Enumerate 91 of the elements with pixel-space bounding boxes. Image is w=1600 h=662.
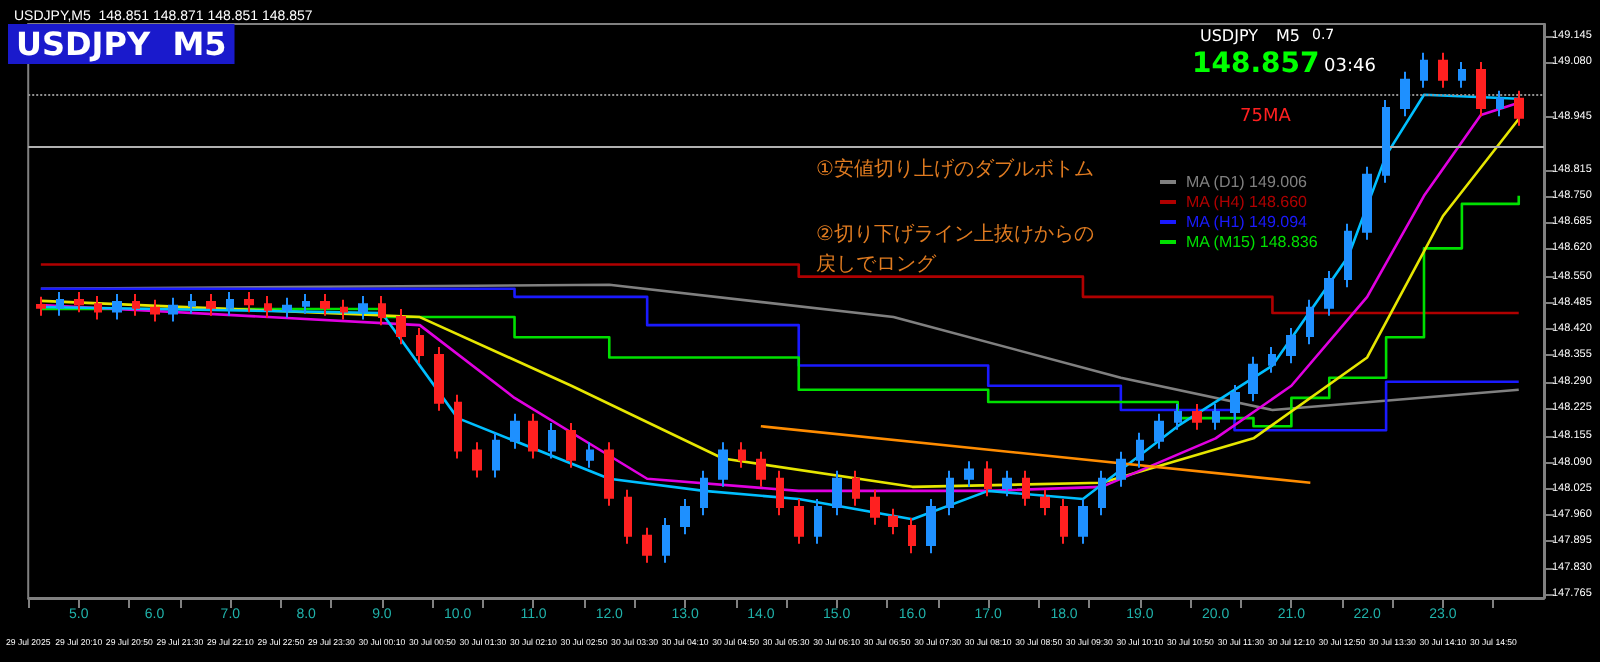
candlestick (946, 469, 954, 517)
candlestick (852, 469, 860, 507)
annotation: 03:46 (1324, 57, 1377, 77)
candlestick (188, 293, 196, 315)
candlestick (56, 291, 64, 317)
legend-label: MA (H1) 149.094 (1186, 213, 1309, 231)
candlestick (1192, 402, 1202, 431)
candlestick (168, 296, 178, 323)
annotation: USDJPY (1200, 27, 1259, 45)
candlestick (1286, 326, 1296, 365)
candlestick (1476, 61, 1486, 118)
candlestick (642, 526, 652, 564)
annotation: 75MA (1240, 107, 1293, 127)
candlestick (604, 441, 614, 507)
candlestick (888, 507, 898, 536)
candlestick (964, 460, 974, 488)
candlestick (510, 412, 520, 450)
candlestick (1438, 51, 1448, 89)
candlestick (132, 293, 140, 317)
candlestick (416, 326, 424, 365)
candlestick (548, 421, 556, 460)
candlestick (776, 469, 784, 517)
candlestick (112, 293, 122, 321)
candlestick (1496, 89, 1504, 118)
annotation: ②切り下げライン上抜けからの戻しでロング (816, 222, 1094, 276)
candlestick (1514, 89, 1524, 127)
candlestick (1268, 345, 1276, 374)
candlestick (700, 469, 708, 517)
candlestick (718, 441, 728, 488)
candlestick (1040, 488, 1050, 517)
candlestick (586, 441, 594, 469)
annotation: 148.857 (1192, 48, 1320, 80)
candlestick (1212, 402, 1220, 431)
candlestick (794, 497, 804, 545)
candlestick (832, 469, 842, 517)
candlestick (1324, 269, 1334, 317)
candlestick (472, 441, 482, 479)
candlestick (74, 291, 84, 314)
candlestick (624, 488, 632, 545)
candlestick (814, 497, 822, 545)
annotation: M5 (1276, 27, 1300, 45)
candlestick (662, 516, 670, 564)
candlestick (738, 441, 746, 469)
candlestick (1060, 497, 1068, 545)
candlestick (1420, 51, 1428, 89)
candlestick (908, 516, 916, 555)
candlestick (926, 497, 936, 555)
candlestick (1116, 450, 1126, 488)
annotation: ①安値切り上げのダブルボトム (816, 157, 1094, 181)
candlestick (756, 450, 766, 488)
candlestick (1022, 469, 1030, 507)
candlestick (984, 460, 992, 498)
candlestick (94, 295, 102, 321)
candlestick (1248, 355, 1258, 403)
candlestick (1344, 222, 1352, 289)
candlestick (340, 298, 348, 321)
candlestick (454, 393, 462, 460)
candlestick (680, 497, 690, 536)
candlestick (1078, 497, 1088, 545)
candlestick (226, 291, 234, 317)
candlestick (870, 488, 880, 526)
candlestick (492, 431, 500, 479)
legend-label: MA (M15) 148.836 (1186, 233, 1319, 251)
candlestick (528, 412, 538, 460)
candlestick (434, 345, 444, 412)
legend-label: MA (D1) 149.006 (1186, 173, 1309, 191)
candlestick (1098, 469, 1106, 517)
chart-title: USDJPY M5 (16, 25, 227, 63)
candlestick (1362, 165, 1372, 241)
candlestick (206, 293, 216, 317)
candlestick (1382, 98, 1390, 184)
candlestick (1154, 412, 1164, 450)
candlestick (1174, 402, 1182, 431)
candlestick (1400, 70, 1410, 118)
candlestick (244, 291, 254, 314)
candlestick (396, 307, 406, 346)
candlestick (282, 296, 292, 319)
candlestick (264, 295, 272, 319)
legend-label: MA (H4) 148.660 (1186, 193, 1309, 211)
candlestick (1002, 469, 1012, 498)
candlestick (150, 298, 160, 323)
candlestick (302, 293, 310, 315)
candlestick (358, 295, 368, 321)
candlestick (320, 293, 330, 317)
candlestick (1230, 383, 1240, 422)
candlestick (566, 421, 576, 469)
candlestick (1136, 431, 1144, 469)
candlestick (1458, 61, 1466, 89)
candlestick (1306, 298, 1314, 346)
candlestick (36, 295, 46, 317)
candlestick (378, 295, 386, 327)
